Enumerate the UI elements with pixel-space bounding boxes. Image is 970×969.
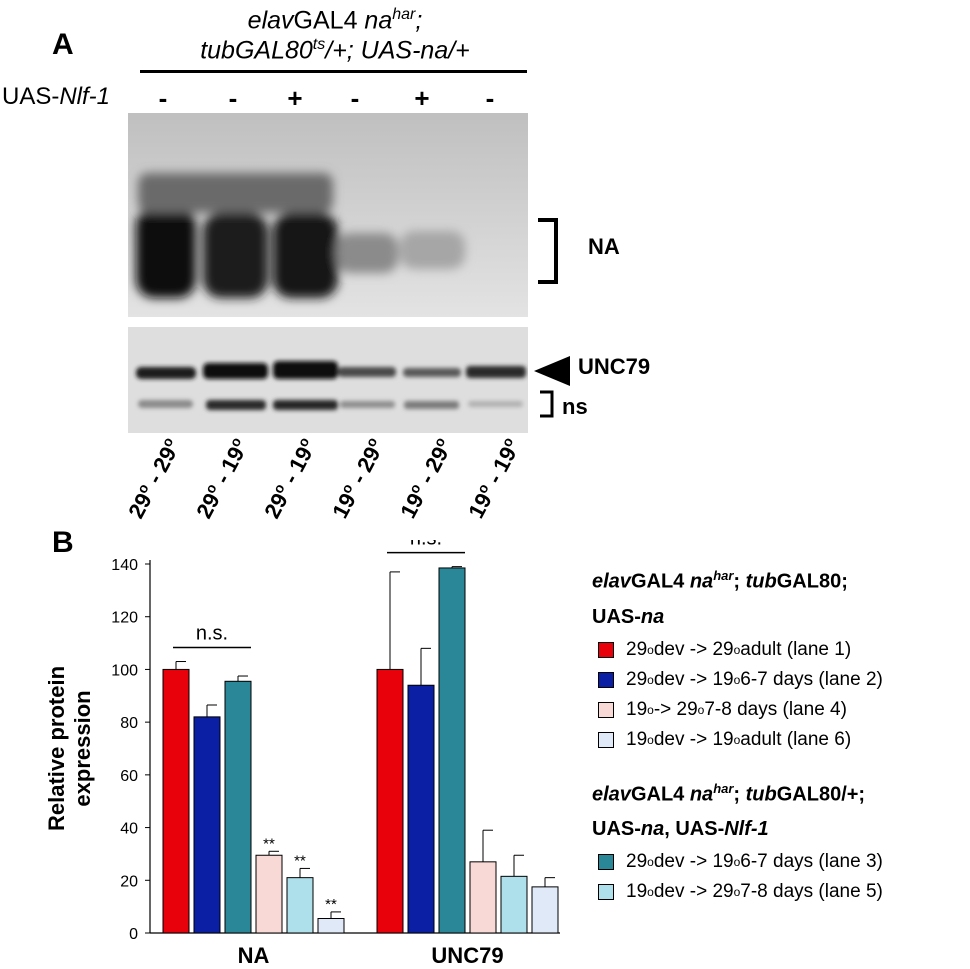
lane-3-temperature: 29o - 19o (259, 434, 318, 523)
header-uas-na: /+; UAS-na/+ (325, 36, 470, 65)
chart-bars: ** ** ** (162, 566, 559, 934)
bar-na-6 (317, 918, 345, 934)
unc79-label: UNC79 (578, 354, 651, 379)
lane-5-sign: + (414, 83, 430, 113)
header-semicolon: ; (415, 6, 423, 35)
bar-unc79-6 (531, 886, 559, 934)
unc79-arrowhead-icon (534, 356, 570, 386)
bar-unc79-2 (407, 684, 435, 934)
significance-stars: ** (294, 852, 306, 869)
na-bracket-icon (538, 218, 558, 284)
legend-group2-title-line2: UAS-na, UAS-Nlf-1 (592, 818, 769, 841)
y-axis-label: Relative proteinexpression (44, 666, 95, 831)
y-axis-label-line: Relative protein (44, 666, 69, 831)
significance-label: n.s. (196, 623, 228, 645)
bar-na-3 (224, 680, 252, 934)
legend-swatch (598, 701, 614, 718)
bar-na-2 (193, 716, 221, 934)
legend-item-lane1: 29 o dev -> 29 o adult (lane 1) (598, 635, 970, 665)
legend-item-lane3: 29 o dev -> 19 o 6-7 days (lane 3) (598, 847, 970, 877)
header-gal4: GAL4 (293, 6, 365, 35)
y-tick-label: 20 (120, 873, 138, 890)
header-na: na (364, 6, 393, 35)
x-category-label: UNC79 (431, 943, 503, 968)
genotype-header-line1: elavGAL4 nahar; (140, 6, 530, 35)
lane-2-sign: - (228, 83, 238, 113)
x-category-label: NA (238, 943, 270, 968)
significance-stars: ** (263, 835, 275, 852)
lane-6-sign: - (485, 83, 495, 113)
bar-unc79-1 (376, 668, 404, 934)
legend-item-lane2: 29 o dev -> 19 o 6-7 days (lane 2) (598, 665, 970, 695)
ns-label: ns (562, 394, 588, 419)
lane-2-temperature: 29o - 19o (191, 434, 250, 523)
genotype-underline (140, 70, 527, 73)
bar-unc79-5 (500, 875, 528, 934)
lane-1-sign: - (158, 83, 168, 113)
y-tick-label: 60 (120, 768, 138, 785)
legend-item-lane4: 19 o -> 29 o 7-8 days (lane 4) (598, 695, 970, 725)
header-ts: ts (312, 36, 326, 53)
y-tick-label: 120 (111, 610, 138, 627)
lane-1-temperature: 29o - 29o (123, 434, 182, 523)
na-blot (128, 113, 528, 317)
y-tick-label: 80 (120, 715, 138, 732)
lane-6-temperature: 19o - 19o (463, 434, 522, 523)
legend-group1-title-line1: elavGAL4 nahar; tubGAL80; (592, 568, 848, 593)
y-tick-label: 40 (120, 821, 138, 838)
legend-swatch (598, 854, 614, 871)
genotype-header-line2: tubGAL80ts/+; UAS-na/+ (140, 36, 530, 65)
bar-na-5 (286, 877, 314, 934)
uas-nlf1-row-label: UAS-Nlf-1 (2, 83, 110, 111)
y-tick-label: 140 (111, 557, 138, 574)
panel-b-label: B (52, 526, 74, 559)
significance-label: n.s. (410, 540, 442, 550)
legend-group2-title-line1: elavGAL4 nahar; tubGAL80/+; (592, 780, 866, 806)
bar-na-4 (255, 854, 283, 934)
legend-item-lane5: 19 o dev -> 29 o 7-8 days (lane 5) (598, 877, 970, 907)
na-label: NA (588, 234, 620, 259)
bar-na-1 (162, 668, 190, 934)
legend: elavGAL4 nahar; tubGAL80; UAS-na 29 o dev… (592, 568, 970, 907)
header-har: har (392, 6, 416, 23)
significance-stars: ** (325, 896, 337, 913)
bar-chart: 0 20 40 60 80 100 120 140 Relative proteinexpres… (44, 540, 560, 968)
row-label-uas: UAS- (2, 83, 60, 110)
lane-4-temperature: 19o - 29o (327, 434, 386, 523)
legend-swatch (598, 641, 614, 658)
y-axis-label-line: expression (70, 690, 95, 806)
legend-item-lane6: 19 o dev -> 19 o adult (lane 6) (598, 725, 970, 755)
lane-3-sign: + (287, 83, 303, 113)
western-blot-image (128, 113, 528, 433)
legend-swatch (598, 671, 614, 688)
bar-unc79-4 (469, 861, 497, 934)
y-tick-label: 100 (111, 662, 138, 679)
y-tick-label: 0 (129, 926, 138, 943)
lane-5-temperature: 19o - 29o (395, 434, 454, 523)
lane-4-sign: - (350, 83, 360, 113)
bar-unc79-3 (438, 567, 466, 934)
row-label-nlf1: Nlf-1 (59, 83, 111, 110)
legend-swatch (598, 731, 614, 748)
chart-axes: 0 20 40 60 80 100 120 140 Relative proteinexpres… (44, 540, 560, 968)
ns-bracket-icon (540, 390, 554, 418)
legend-group1-title-line2: UAS-na (592, 605, 665, 628)
header-tubgal80: tubGAL80 (200, 36, 313, 65)
panel-a-label: A (52, 28, 74, 61)
unc79-blot (128, 327, 528, 433)
legend-swatch (598, 884, 614, 901)
header-elav: elav (247, 6, 294, 35)
